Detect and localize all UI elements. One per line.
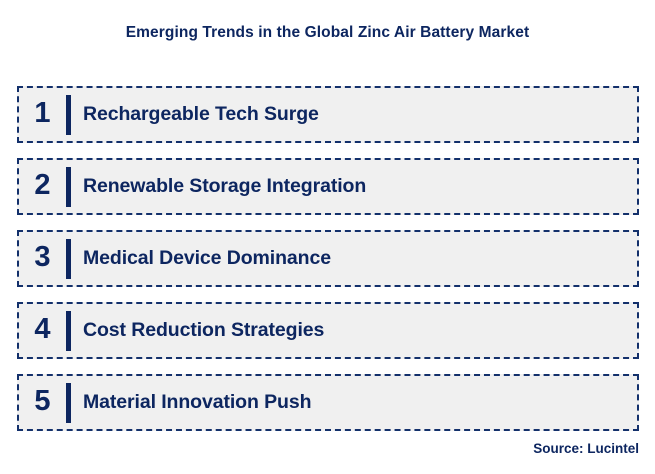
trend-rank-number: 3 [34,241,51,273]
vertical-divider-bar [66,166,71,207]
trend-list: 1 Rechargeable Tech Surge 2 Renewable St… [17,86,639,431]
trend-rank-number: 4 [34,313,51,345]
trend-row-5: 5 Material Innovation Push [17,374,639,431]
vertical-divider-bar [66,238,71,279]
trend-rank-number: 5 [34,385,51,417]
trend-row-1: 1 Rechargeable Tech Surge [17,86,639,143]
trend-label: Rechargeable Tech Surge [83,102,319,125]
trend-rank-number: 2 [34,169,51,201]
trend-row-2: 2 Renewable Storage Integration [17,158,639,215]
trend-label: Renewable Storage Integration [83,174,367,197]
trend-label: Material Innovation Push [83,390,312,413]
vertical-divider-bar [66,382,71,423]
trend-label: Cost Reduction Strategies [83,318,325,341]
source-attribution: Source: Lucintel [533,441,639,456]
trend-label: Medical Device Dominance [83,246,331,269]
trend-rank-number: 1 [34,97,51,129]
vertical-divider-bar [66,310,71,351]
trend-row-3: 3 Medical Device Dominance [17,230,639,287]
vertical-divider-bar [66,94,71,135]
page-title: Emerging Trends in the Global Zinc Air B… [125,24,530,41]
trend-row-4: 4 Cost Reduction Strategies [17,302,639,359]
